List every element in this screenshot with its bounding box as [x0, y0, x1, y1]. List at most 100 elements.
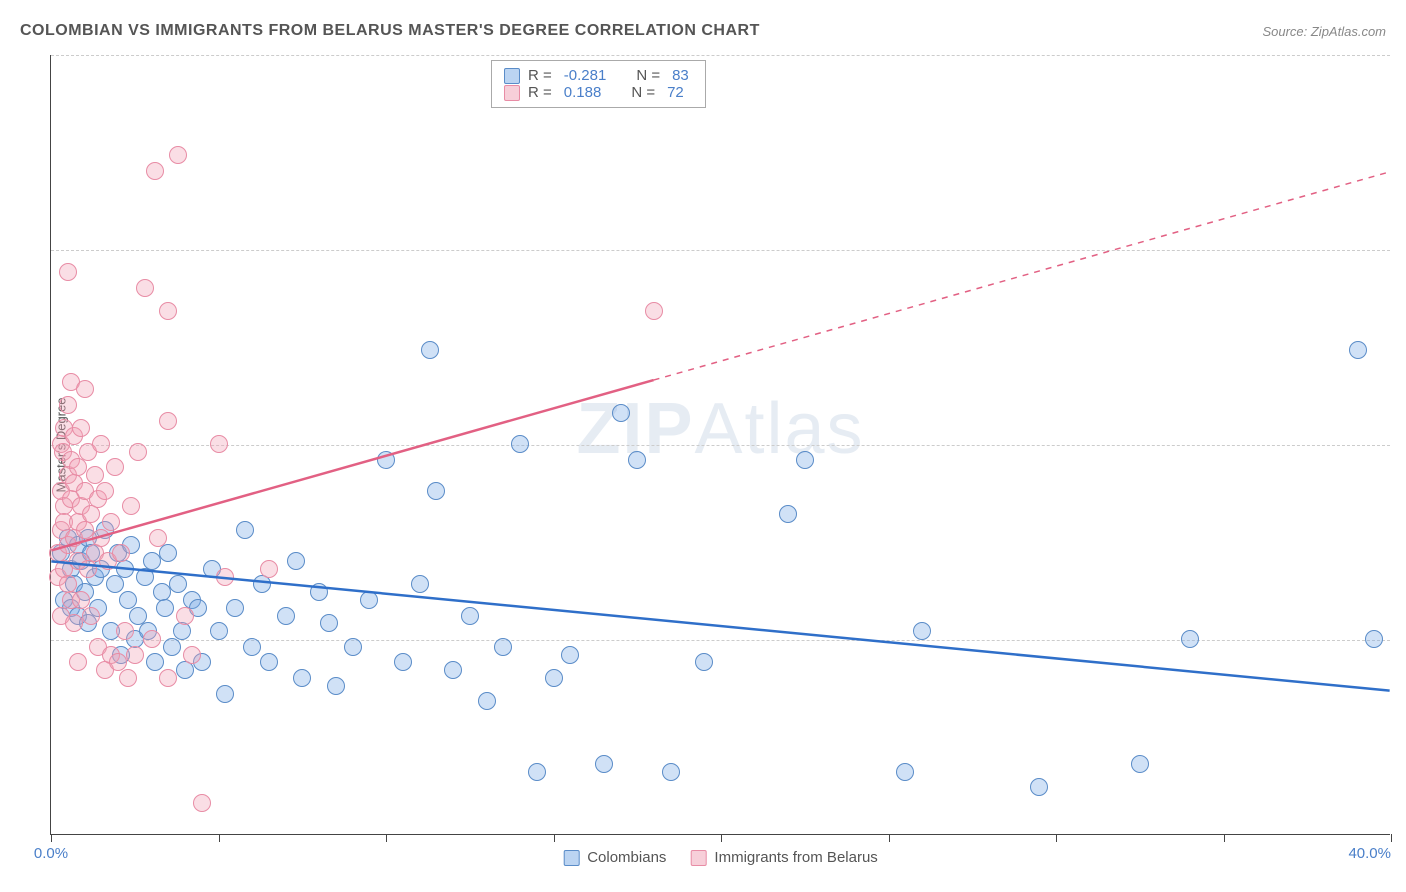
scatter-point	[136, 279, 154, 297]
scatter-point	[136, 568, 154, 586]
scatter-point	[310, 583, 328, 601]
legend-r-label: R =	[528, 84, 552, 101]
scatter-point	[69, 653, 87, 671]
xtick	[51, 834, 52, 842]
watermark: ZIPAtlas	[576, 388, 864, 470]
xtick	[1224, 834, 1225, 842]
scatter-point	[444, 661, 462, 679]
scatter-point	[126, 646, 144, 664]
scatter-point	[176, 607, 194, 625]
xtick	[386, 834, 387, 842]
scatter-point	[1030, 778, 1048, 796]
chart-container: COLOMBIAN VS IMMIGRANTS FROM BELARUS MAS…	[0, 0, 1406, 892]
scatter-point	[65, 614, 83, 632]
scatter-point	[112, 544, 130, 562]
scatter-point	[260, 560, 278, 578]
scatter-point	[253, 575, 271, 593]
scatter-point	[216, 568, 234, 586]
plot-area: Master's Degree ZIPAtlas 12.5%25.0%37.5%…	[50, 55, 1390, 835]
scatter-point	[169, 575, 187, 593]
scatter-point	[896, 763, 914, 781]
scatter-point	[193, 794, 211, 812]
scatter-point	[163, 638, 181, 656]
scatter-point	[122, 497, 140, 515]
legend-n-label: N =	[631, 84, 655, 101]
scatter-point	[377, 451, 395, 469]
bottom-legend-label: Colombians	[587, 849, 666, 866]
scatter-point	[287, 552, 305, 570]
scatter-point	[146, 162, 164, 180]
scatter-point	[116, 622, 134, 640]
scatter-point	[106, 458, 124, 476]
scatter-point	[159, 544, 177, 562]
xtick-label: 40.0%	[1348, 845, 1391, 862]
legend-swatch	[504, 68, 520, 84]
xtick	[219, 834, 220, 842]
gridline	[51, 445, 1390, 446]
scatter-point	[411, 575, 429, 593]
scatter-point	[461, 607, 479, 625]
scatter-point	[59, 396, 77, 414]
legend-swatch	[690, 850, 706, 866]
scatter-point	[913, 622, 931, 640]
scatter-point	[156, 599, 174, 617]
scatter-point	[478, 692, 496, 710]
scatter-point	[216, 685, 234, 703]
scatter-point	[183, 646, 201, 664]
scatter-point	[59, 263, 77, 281]
scatter-point	[82, 607, 100, 625]
legend-swatch	[563, 850, 579, 866]
scatter-point	[662, 763, 680, 781]
legend-r-value: -0.281	[564, 67, 607, 84]
scatter-point	[421, 341, 439, 359]
scatter-point	[159, 669, 177, 687]
scatter-point	[96, 482, 114, 500]
xtick	[721, 834, 722, 842]
scatter-point	[293, 669, 311, 687]
scatter-point	[595, 755, 613, 773]
scatter-point	[327, 677, 345, 695]
scatter-point	[796, 451, 814, 469]
scatter-point	[628, 451, 646, 469]
chart-title: COLOMBIAN VS IMMIGRANTS FROM BELARUS MAS…	[20, 22, 760, 40]
scatter-point	[779, 505, 797, 523]
legend-n-value: 72	[667, 84, 684, 101]
scatter-point	[82, 505, 100, 523]
scatter-point	[76, 380, 94, 398]
scatter-point	[92, 435, 110, 453]
scatter-point	[1181, 630, 1199, 648]
scatter-point	[260, 653, 278, 671]
scatter-point	[146, 653, 164, 671]
scatter-point	[173, 622, 191, 640]
scatter-point	[102, 513, 120, 531]
scatter-point	[528, 763, 546, 781]
xtick	[1391, 834, 1392, 842]
scatter-point	[612, 404, 630, 422]
scatter-point	[143, 552, 161, 570]
bottom-legend-item: Immigrants from Belarus	[690, 849, 877, 866]
scatter-point	[79, 560, 97, 578]
scatter-point	[561, 646, 579, 664]
scatter-point	[695, 653, 713, 671]
scatter-point	[106, 575, 124, 593]
scatter-point	[210, 435, 228, 453]
scatter-point	[226, 599, 244, 617]
source-attribution: Source: ZipAtlas.com	[1262, 24, 1386, 39]
scatter-point	[360, 591, 378, 609]
legend-row: R = 0.188 N = 72	[504, 84, 693, 101]
xtick	[889, 834, 890, 842]
legend-r-value: 0.188	[564, 84, 602, 101]
scatter-point	[129, 443, 147, 461]
scatter-point	[143, 630, 161, 648]
scatter-point	[236, 521, 254, 539]
gridline	[51, 55, 1390, 56]
scatter-point	[149, 529, 167, 547]
scatter-point	[119, 669, 137, 687]
xtick	[554, 834, 555, 842]
bottom-legend-item: Colombians	[563, 849, 666, 866]
scatter-point	[394, 653, 412, 671]
scatter-point	[169, 146, 187, 164]
watermark-light: Atlas	[694, 389, 864, 469]
scatter-point	[1131, 755, 1149, 773]
legend-row: R = -0.281 N = 83	[504, 67, 693, 84]
